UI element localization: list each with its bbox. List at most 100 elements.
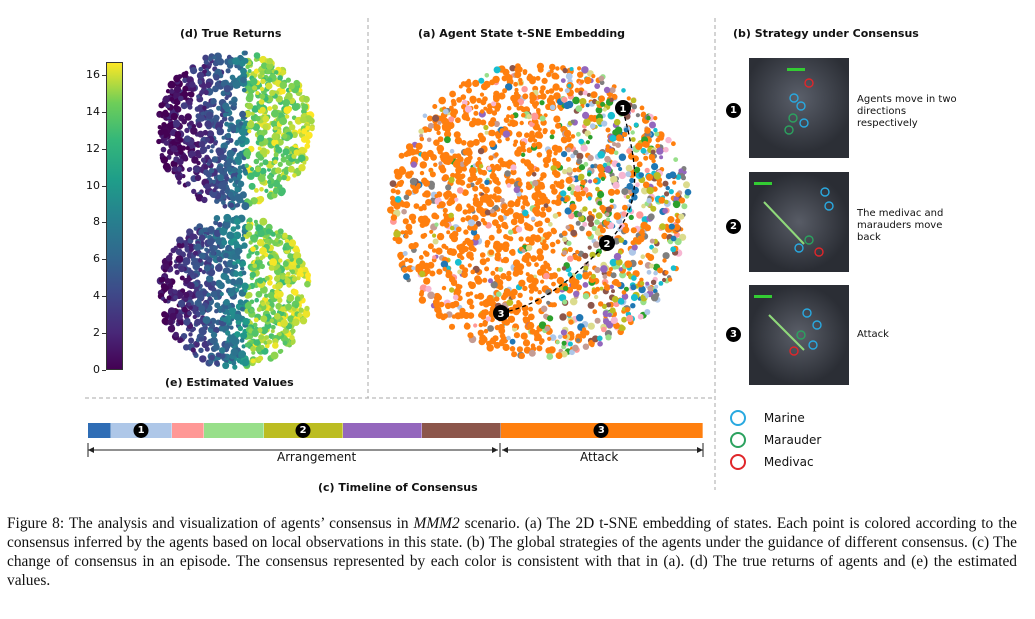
- scatter-point: [215, 264, 223, 272]
- tsne-point: [649, 121, 656, 129]
- scatter-point: [210, 331, 218, 339]
- tsne-point: [489, 208, 495, 214]
- scatter-point: [220, 307, 226, 313]
- tsne-point: [665, 136, 672, 144]
- tsne-point: [652, 247, 659, 254]
- tsne-point: [471, 214, 479, 222]
- scatter-point: [162, 285, 169, 292]
- scatter-point: [260, 326, 269, 335]
- scatter-point: [203, 59, 209, 65]
- tsne-point: [477, 180, 482, 185]
- tsne-point: [435, 247, 443, 255]
- scatter-point: [273, 313, 281, 320]
- tsne-point: [508, 178, 516, 185]
- colorbar-tick-mark: [102, 259, 106, 261]
- tsne-point: [448, 116, 455, 123]
- tsne-point: [636, 211, 644, 219]
- strategy-screenshot-1: [749, 58, 849, 158]
- tsne-point: [607, 111, 616, 120]
- tsne-point: [567, 255, 574, 262]
- tsne-point: [603, 86, 611, 94]
- tsne-point: [618, 237, 625, 243]
- tsne-point: [533, 286, 539, 292]
- tsne-point: [442, 207, 448, 214]
- scatter-point: [257, 195, 265, 203]
- timeline-segment: [203, 423, 265, 438]
- scatter-point: [206, 292, 212, 298]
- tsne-point: [525, 272, 530, 277]
- tsne-point: [485, 257, 490, 262]
- scatter-point: [157, 125, 162, 130]
- scatter-point: [265, 82, 273, 90]
- scatter-point: [187, 302, 192, 307]
- tsne-point: [543, 262, 551, 269]
- scatter-point: [263, 340, 268, 345]
- tsne-point: [427, 291, 435, 300]
- tsne-point: [582, 111, 590, 119]
- scatter-point: [167, 325, 176, 333]
- tsne-point: [479, 258, 487, 266]
- tsne-point: [516, 131, 523, 138]
- scatter-point: [180, 145, 187, 151]
- tsne-point: [494, 255, 501, 262]
- scatter-point: [213, 229, 222, 237]
- scatter-point: [257, 229, 265, 238]
- tsne-point: [552, 213, 559, 219]
- tsne-point: [544, 217, 551, 224]
- tsne-point: [512, 326, 518, 332]
- scatter-point: [165, 89, 171, 94]
- tsne-point: [502, 343, 510, 351]
- scatter-point: [255, 91, 260, 95]
- scatter-point: [282, 232, 288, 238]
- tsne-point: [678, 197, 686, 204]
- tsne-point: [580, 144, 588, 152]
- scatter-point: [204, 183, 211, 190]
- tsne-point: [587, 271, 593, 276]
- scatter-point: [161, 122, 167, 128]
- tsne-point: [614, 126, 623, 134]
- scatter-point: [258, 141, 265, 147]
- strategy-1-badge: 1: [726, 103, 741, 118]
- tsne-point: [448, 176, 455, 184]
- tsne-point: [433, 214, 440, 220]
- scatter-point: [250, 246, 256, 252]
- scatter-point: [194, 318, 202, 326]
- tsne-point: [478, 164, 484, 169]
- tsne-point: [620, 325, 626, 331]
- tsne-point: [542, 232, 549, 239]
- tsne-point: [641, 203, 646, 209]
- scatter-point: [207, 56, 213, 62]
- scatter-point: [198, 66, 204, 72]
- tsne-point: [570, 153, 576, 159]
- tsne-point: [644, 127, 651, 134]
- scatter-point: [274, 237, 279, 242]
- tsne-point: [408, 213, 417, 221]
- scatter-point: [254, 297, 259, 303]
- scatter-point: [264, 188, 269, 193]
- scatter-point: [299, 116, 307, 124]
- tsne-point: [522, 285, 528, 292]
- scatter-point: [221, 135, 226, 140]
- scatter-point: [282, 99, 291, 107]
- tsne-point: [629, 177, 635, 184]
- tsne-point: [452, 294, 459, 301]
- scatter-point: [218, 181, 227, 190]
- tsne-point: [403, 151, 410, 158]
- scatter-point: [213, 141, 218, 146]
- tsne-point: [628, 214, 634, 220]
- scatter-point: [160, 276, 166, 282]
- tsne-point: [659, 223, 666, 230]
- caption-scenario: MMM2: [413, 515, 460, 532]
- tsne-point: [595, 100, 600, 105]
- tsne-point: [537, 127, 542, 132]
- scatter-point: [202, 316, 211, 325]
- tsne-point: [446, 199, 453, 207]
- scatter-point: [184, 70, 189, 76]
- scatter-point: [250, 111, 255, 116]
- scatter-point: [173, 331, 179, 338]
- scatter-point: [217, 174, 225, 182]
- scatter-point: [260, 78, 266, 84]
- tsne-point: [644, 167, 650, 173]
- scatter-point: [304, 115, 313, 123]
- scatter-point: [255, 166, 261, 173]
